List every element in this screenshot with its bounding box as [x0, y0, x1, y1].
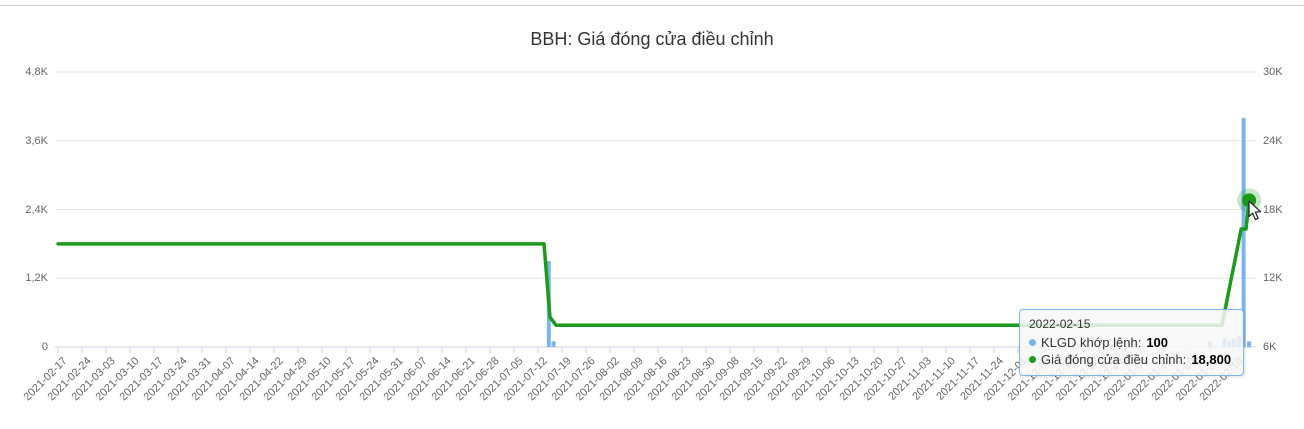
tooltip-volume-value: 100: [1146, 335, 1169, 350]
volume-bar[interactable]: [551, 341, 556, 347]
y-axis-label-right: 18K: [1263, 203, 1283, 216]
y-axis-label-left: 3,6K: [25, 134, 48, 147]
price-series-dot-icon: [1029, 356, 1036, 363]
tooltip-row-price: Giá đóng cửa điều chỉnh: 18,800: [1029, 352, 1234, 367]
price-line[interactable]: [56, 198, 1251, 327]
top-divider: [0, 5, 1304, 6]
volume-bar[interactable]: [1241, 117, 1246, 347]
y-axis-label-left: 0: [41, 341, 48, 353]
tooltip-price-value: 18,800: [1191, 352, 1232, 367]
tooltip-volume-label: KLGD khớp lệnh:: [1041, 335, 1142, 350]
volume-series-dot-icon: [1029, 339, 1036, 346]
y-axis-label-left: 1,2K: [25, 272, 48, 285]
y-axis-label-left: 2,4K: [25, 203, 48, 216]
chart-title: BBH: Giá đóng cửa điều chỉnh: [530, 29, 774, 49]
y-axis-label-left: 4,8K: [25, 66, 48, 78]
tooltip-date: 2022-02-15: [1029, 317, 1091, 331]
y-axis-label-right: 30K: [1263, 66, 1283, 78]
mouse-cursor-icon: [1248, 200, 1262, 221]
volume-bar[interactable]: [1247, 341, 1252, 347]
y-axis-label-right: 24K: [1263, 134, 1283, 147]
tooltip-price-label: Giá đóng cửa điều chỉnh:: [1041, 352, 1187, 367]
y-axis-label-right: 12K: [1263, 272, 1283, 285]
tooltip-row-volume: KLGD khớp lệnh: 100: [1029, 335, 1234, 350]
tooltip: 2022-02-15 KLGD khớp lệnh: 100 Giá đóng …: [1019, 309, 1244, 376]
y-axis-label-right: 6K: [1263, 341, 1277, 353]
